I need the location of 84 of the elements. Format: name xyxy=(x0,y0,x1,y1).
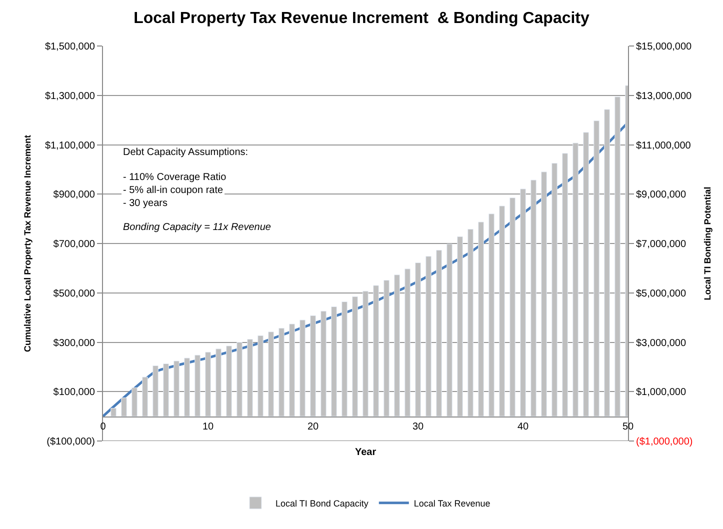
y-tick-label: $1,500,000 xyxy=(44,42,96,52)
y2-tick-label: $3,000,000 xyxy=(636,338,686,349)
bar xyxy=(604,109,610,417)
y2-tick-label: $13,000,000 xyxy=(636,90,692,102)
y-axis-title: Cumulative Local Property Tax Revenue Increment xyxy=(22,135,32,352)
bar xyxy=(184,358,190,417)
bar xyxy=(205,352,211,417)
bar xyxy=(614,96,620,417)
annotation: Debt Capacity Assumptions: xyxy=(123,147,248,158)
x-tick-label: 50 xyxy=(622,421,634,432)
bar xyxy=(142,376,148,417)
bar xyxy=(320,310,326,417)
bar xyxy=(163,363,169,417)
bar xyxy=(152,365,158,417)
x-tick-label: 40 xyxy=(517,421,529,432)
bar xyxy=(426,256,432,417)
bar xyxy=(226,346,232,417)
bar xyxy=(457,236,463,417)
y-tick-label: $300,000 xyxy=(53,338,96,349)
bar xyxy=(362,290,368,417)
bar xyxy=(552,163,558,417)
bar xyxy=(415,262,421,417)
bar xyxy=(216,348,222,417)
y-tick-label: $100,000 xyxy=(53,387,96,398)
bar xyxy=(520,188,526,417)
y2-tick-label: $9,000,000 xyxy=(636,190,686,201)
bar xyxy=(468,228,474,417)
y-tick-label: $500,000 xyxy=(53,288,96,300)
bar xyxy=(236,342,242,417)
legend-label: Local Tax Revenue xyxy=(414,498,490,508)
x-tick-label: 30 xyxy=(412,421,424,432)
y2-axis-title: Local TI Bonding Potential xyxy=(702,186,713,300)
y2-tick-label: $15,000,000 xyxy=(636,42,692,52)
annotation: Bonding Capacity = 11x Revenue xyxy=(123,222,272,233)
bar xyxy=(331,306,337,417)
bar xyxy=(247,339,253,417)
bar xyxy=(132,387,138,417)
bar xyxy=(194,354,200,417)
bar xyxy=(258,335,264,417)
x-tick-label: 10 xyxy=(202,421,214,432)
y2-tick-label: $1,000,000 xyxy=(636,387,686,398)
bar xyxy=(488,214,494,417)
chart-title: Local Property Tax Revenue Increment & Bonding Capacity xyxy=(134,10,590,28)
bar xyxy=(110,408,116,417)
y-tick-label: $1,300,000 xyxy=(44,90,96,102)
bar xyxy=(310,315,316,417)
bar xyxy=(300,320,306,417)
annotation: - 30 years xyxy=(123,198,168,209)
bar xyxy=(510,198,516,417)
bar xyxy=(530,180,536,417)
bar xyxy=(446,244,452,417)
x-tick-label: 20 xyxy=(307,421,319,432)
y-tick-label: ($100,000) xyxy=(46,436,95,448)
bar xyxy=(394,274,400,417)
annotation: - 110% Coverage Ratio xyxy=(123,172,227,183)
y2-tick-label: $5,000,000 xyxy=(636,288,686,300)
bar xyxy=(478,222,484,417)
bar xyxy=(541,172,547,417)
annotation: - 5% all-in coupon rate xyxy=(123,185,224,196)
bar xyxy=(572,142,578,417)
bar xyxy=(404,268,410,417)
bar xyxy=(342,302,348,417)
y2-tick-label: $7,000,000 xyxy=(636,239,686,250)
bar xyxy=(562,153,568,417)
y-tick-label: $700,000 xyxy=(53,239,96,250)
bar xyxy=(289,324,295,417)
x-axis-title: Year xyxy=(355,447,376,458)
y-tick-label: $900,000 xyxy=(53,190,96,201)
x-tick-label: 0 xyxy=(100,421,106,432)
y-tick-label: $1,100,000 xyxy=(44,140,96,152)
y2-tick-label: $11,000,000 xyxy=(636,140,692,152)
bar xyxy=(268,332,274,417)
bar xyxy=(278,328,284,417)
bar xyxy=(583,132,589,417)
y2-tick-label: ($1,000,000) xyxy=(636,436,693,448)
bar xyxy=(384,280,390,417)
bar xyxy=(121,398,127,417)
legend-label: Local TI Bond Capacity xyxy=(276,498,369,508)
bar xyxy=(594,120,600,417)
bar xyxy=(373,285,379,417)
bar xyxy=(436,250,442,417)
bar xyxy=(174,360,180,417)
bar xyxy=(352,296,358,417)
bar xyxy=(499,206,505,417)
